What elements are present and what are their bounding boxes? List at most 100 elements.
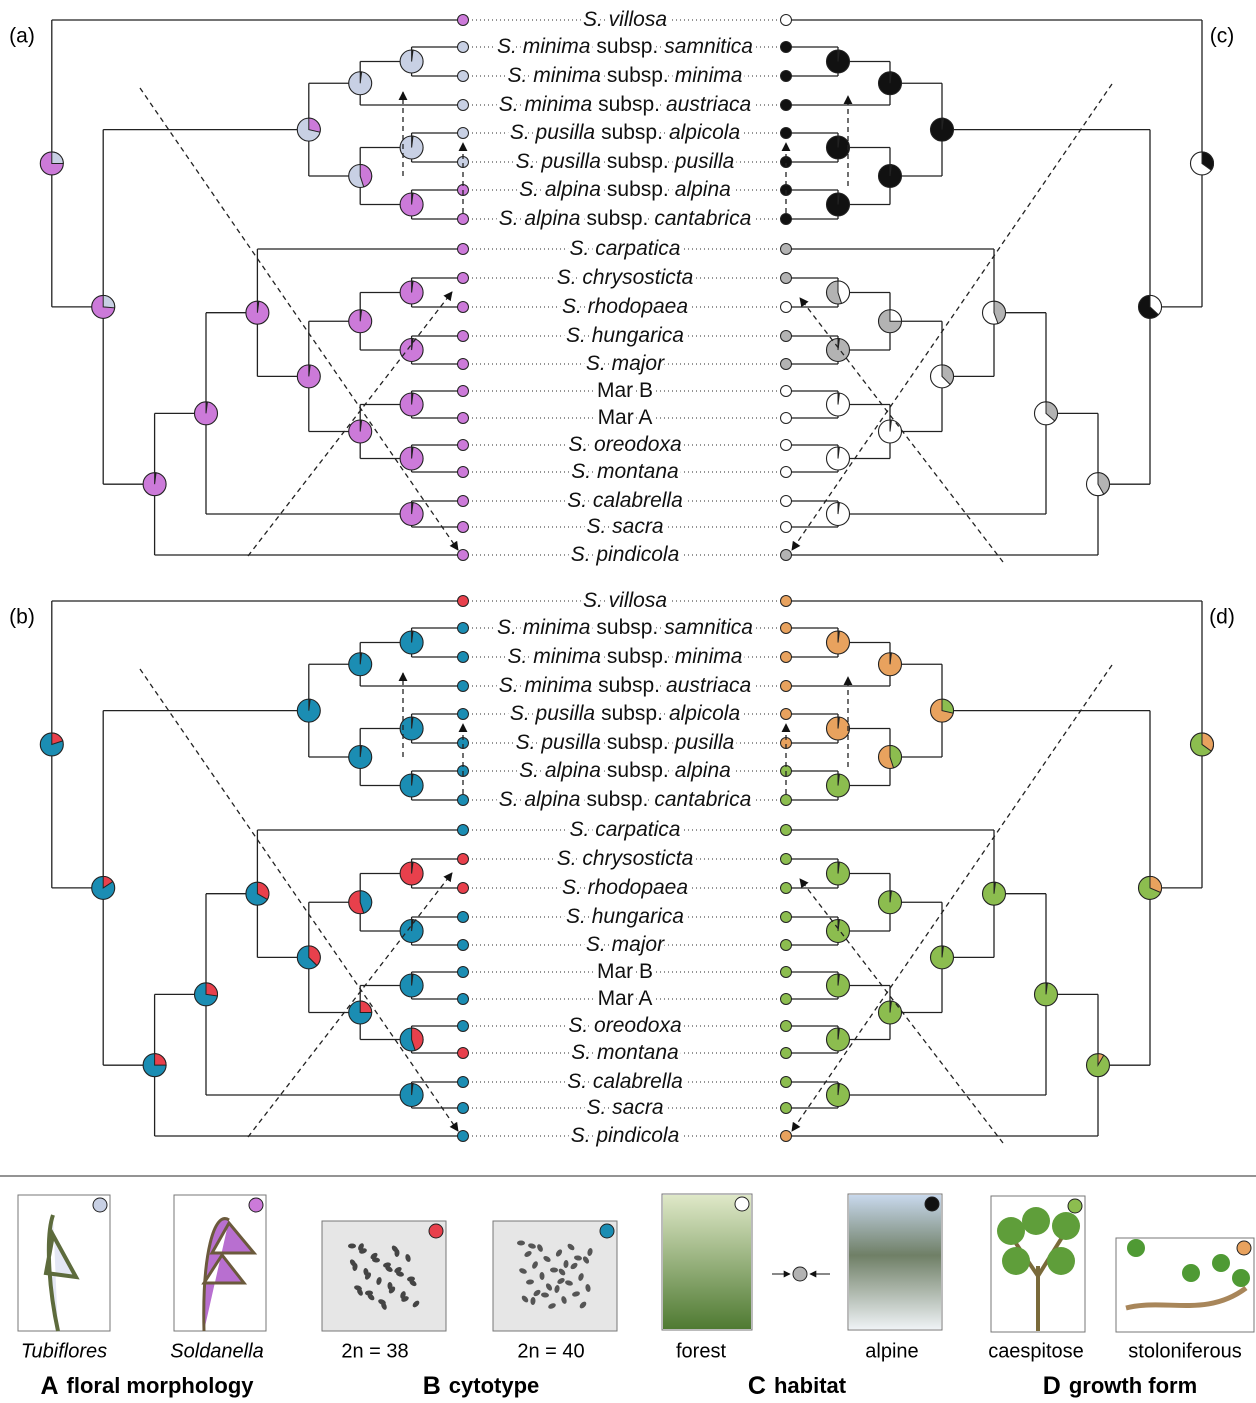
group-heading: Afloral morphology: [40, 1372, 254, 1400]
taxon-rank: subsp.: [607, 645, 669, 668]
tip-state: [781, 1021, 792, 1032]
tip-state: [781, 967, 792, 978]
taxon-label: S. calabrella: [567, 489, 683, 512]
taxon-label: S. minimasubsp.samnitica: [497, 616, 753, 639]
taxon-label: S. villosa: [583, 8, 667, 31]
state-color: [1237, 1241, 1251, 1255]
taxon-rank: subsp.: [586, 788, 648, 811]
pie-slice: [890, 310, 902, 322]
leaf: [1212, 1254, 1230, 1272]
panel-label: (b): [9, 606, 35, 629]
panel-label: (a): [9, 25, 35, 48]
taxon-label: S. carpatica: [570, 237, 681, 260]
taxon-infra: minima: [675, 64, 743, 87]
taxon-label: S. major: [586, 352, 665, 375]
tip-state: [781, 1077, 792, 1088]
chromosome: [348, 1244, 356, 1249]
taxon-label: Mar B: [597, 379, 653, 402]
intermediate-state: [793, 1267, 807, 1281]
taxon-label: S. oreodoxa: [568, 433, 681, 456]
taxon-species: S. pusilla: [510, 702, 595, 725]
tip-state: [458, 359, 469, 370]
taxon-label: S. rhodopaea: [562, 295, 688, 318]
taxon-label: S. chrysosticta: [557, 266, 694, 289]
taxon-rank: subsp.: [598, 674, 660, 697]
tip-state: [458, 912, 469, 923]
taxon-infra: samnitica: [664, 616, 753, 639]
tip-state: [458, 244, 469, 255]
taxon-code: Mar A: [598, 987, 653, 1010]
taxon-label: S. hungarica: [566, 905, 684, 928]
tip-state: [458, 15, 469, 26]
photo: [663, 1195, 751, 1329]
taxon-species: S. pusilla: [516, 731, 601, 754]
taxon-species: S. pindicola: [571, 1124, 680, 1147]
taxon-species: S. sacra: [586, 1096, 663, 1119]
state-label: Tubiflores: [21, 1340, 107, 1362]
tip-state: [781, 825, 792, 836]
taxon-rank: subsp.: [598, 93, 660, 116]
taxon-species: S. minima: [499, 674, 592, 697]
taxon-code: Mar B: [597, 960, 653, 983]
tip-state: [458, 100, 469, 111]
group-title: cytotype: [449, 1373, 539, 1398]
group-title: floral morphology: [67, 1373, 255, 1398]
tip-state: [458, 795, 469, 806]
taxon-infra: cantabrica: [654, 788, 751, 811]
state-color: [249, 1198, 263, 1212]
taxon-species: S. chrysosticta: [557, 847, 694, 870]
taxon-species: S. major: [586, 352, 665, 375]
tip-state: [781, 214, 792, 225]
taxon-species: S. oreodoxa: [568, 1014, 681, 1037]
taxon-species: S. pusilla: [510, 121, 595, 144]
taxon-species: S. minima: [497, 35, 590, 58]
taxon-infra: pusilla: [674, 731, 735, 754]
legend: TubifloresSoldanellaAfloral morphology2n…: [18, 1194, 1254, 1400]
tip-state: [781, 71, 792, 82]
tip-state: [458, 854, 469, 865]
group-title: habitat: [774, 1373, 847, 1398]
taxon-species: S. alpina: [499, 207, 581, 230]
tip-state: [781, 1048, 792, 1059]
tip-state: [781, 496, 792, 507]
taxon-species: S. minima: [497, 616, 590, 639]
taxon-label: S. pindicola: [571, 543, 680, 566]
tip-state: [781, 883, 792, 894]
taxon-infra: pusilla: [674, 150, 735, 173]
tip-state: [781, 100, 792, 111]
leaf: [1232, 1269, 1250, 1287]
state-color: [429, 1224, 443, 1238]
group-letter: D: [1043, 1372, 1061, 1400]
tip-state: [781, 467, 792, 478]
taxon-rank: subsp.: [601, 702, 663, 725]
taxon-infra: austriaca: [666, 93, 751, 116]
state-label: forest: [676, 1340, 726, 1362]
tip-state: [458, 214, 469, 225]
tip-state: [781, 795, 792, 806]
leaf: [997, 1217, 1025, 1245]
tip-state: [458, 1103, 469, 1114]
state-label: 2n = 38: [341, 1340, 408, 1362]
taxon-species: S. montana: [571, 460, 678, 483]
taxon-rank: subsp.: [607, 759, 669, 782]
tip-state: [458, 1021, 469, 1032]
leaf: [1052, 1212, 1080, 1240]
taxon-species: S. villosa: [583, 8, 667, 31]
taxon-label: S. calabrella: [567, 1070, 683, 1093]
panel-label: (d): [1209, 606, 1235, 629]
tip-state: [781, 1103, 792, 1114]
tip-state: [458, 522, 469, 533]
taxon-label: S. montana: [571, 460, 678, 483]
tip-state: [458, 550, 469, 561]
chromosome: [517, 1241, 525, 1246]
tip-state: [458, 302, 469, 313]
tip-state: [458, 386, 469, 397]
tip-state: [781, 413, 792, 424]
tip-state: [458, 440, 469, 451]
state-label: caespitose: [988, 1340, 1084, 1362]
taxon-species: S. minima: [508, 64, 601, 87]
